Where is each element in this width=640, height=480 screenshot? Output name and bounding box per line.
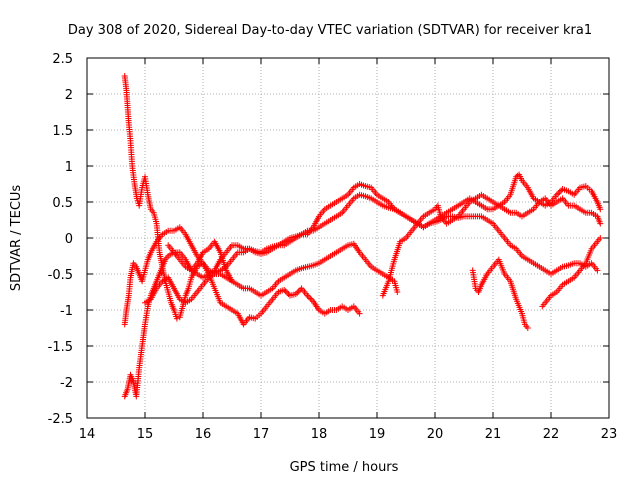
data-point: [229, 278, 235, 285]
y-tick-label: 0.5: [52, 196, 73, 211]
data-point: [555, 190, 562, 197]
data-point: [281, 286, 288, 293]
data-point: [597, 220, 604, 227]
x-tick-label: 19: [369, 427, 386, 442]
data-point: [307, 295, 314, 302]
y-tick-label: -1.5: [48, 340, 73, 355]
data-point: [284, 289, 291, 296]
x-tick-label: 17: [253, 427, 270, 442]
axis-ticks: 14 15 16 17 18 19 20 21 22 23 2.5 2 1.5 1 0.5 0 -0.5 -1 -1…: [48, 52, 618, 442]
series-s5: [379, 171, 604, 299]
data-point: [285, 291, 292, 298]
data-point: [597, 206, 604, 213]
data-point: [553, 191, 560, 198]
data-point: [524, 325, 531, 331]
y-axis-label: SDTVAR / TECUs: [9, 185, 24, 292]
y-tick-label: 1.5: [52, 124, 73, 139]
data-point: [556, 188, 563, 195]
data-point: [294, 289, 301, 296]
data-point: [356, 310, 363, 317]
y-tick-label: 0: [65, 232, 73, 247]
grid: [86, 57, 610, 419]
data-point: [295, 288, 302, 295]
series-s7: [539, 235, 604, 310]
chart-title: Day 308 of 2020, Sidereal Day-to-day VTE…: [68, 23, 592, 38]
data-point: [173, 315, 180, 322]
x-tick-label: 16: [195, 427, 212, 442]
data-point: [594, 267, 601, 274]
y-tick-label: -0.5: [48, 268, 73, 283]
data-point: [304, 292, 311, 299]
data-point: [282, 288, 289, 295]
x-axis-label: GPS time / hours: [290, 460, 399, 475]
y-tick-label: -2: [60, 376, 73, 391]
series-s4: [142, 240, 401, 306]
y-tick-label: -1: [60, 304, 73, 319]
x-tick-label: 15: [137, 427, 154, 442]
x-tick-label: 22: [543, 427, 560, 442]
data-point: [558, 187, 565, 194]
y-tick-label: 2.5: [52, 52, 73, 67]
data-point: [394, 289, 401, 295]
data-point: [305, 294, 312, 301]
data-point: [597, 235, 604, 241]
x-tick-label: 20: [427, 427, 444, 442]
x-tick-label: 23: [601, 427, 618, 442]
x-tick-label: 21: [485, 427, 502, 442]
y-tick-label: -2.5: [48, 412, 73, 427]
data-point: [308, 296, 315, 303]
data-point: [292, 291, 299, 298]
data-points: [121, 73, 604, 400]
series-s6: [469, 256, 531, 331]
series-s8: [165, 238, 235, 285]
x-tick-label: 18: [311, 427, 328, 442]
series-s1: [121, 73, 363, 328]
x-tick-label: 14: [79, 427, 96, 442]
y-tick-label: 1: [65, 160, 73, 175]
y-tick-label: 2: [65, 88, 73, 103]
